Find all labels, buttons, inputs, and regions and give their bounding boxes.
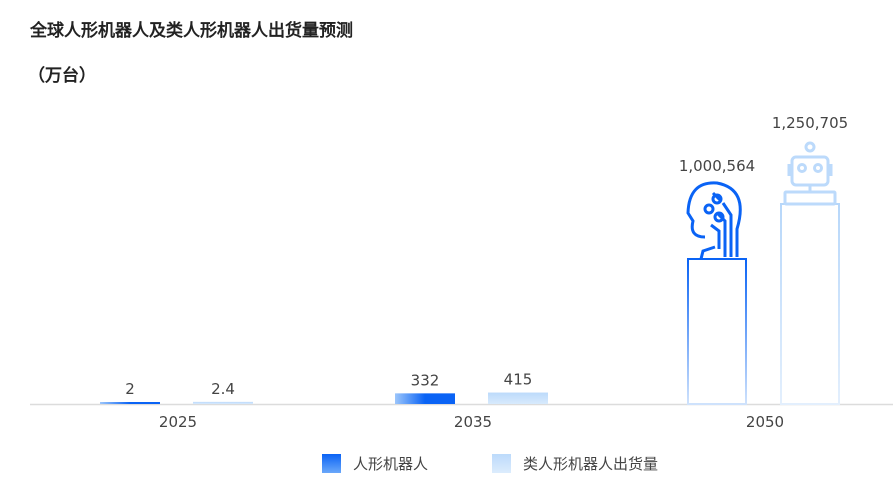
- data-label: 2.4: [211, 380, 235, 398]
- legend-item: 人形机器人: [322, 453, 428, 474]
- legend-swatch: [492, 454, 512, 473]
- data-label: 332: [411, 371, 440, 389]
- humanoid-head-icon: [686, 181, 742, 260]
- legend-label: 人形机器人: [353, 455, 429, 473]
- data-label: 2: [125, 380, 135, 398]
- x-tick-label: 2025: [159, 413, 197, 431]
- legend-item: 类人形机器人出货量: [492, 453, 658, 474]
- data-label: 415: [504, 371, 533, 389]
- bar: [488, 392, 548, 404]
- x-tick-label: 2035: [454, 413, 492, 431]
- robot-icon: [783, 141, 837, 206]
- data-label: 1,250,705: [772, 114, 848, 132]
- legend-label: 类人形机器人出货量: [523, 455, 659, 473]
- data-label: 1,000,564: [679, 157, 755, 175]
- bar: [687, 258, 747, 405]
- x-tick-label: 2050: [746, 413, 784, 431]
- chart-title: 全球人形机器人及类人形机器人出货量预测: [30, 21, 353, 41]
- legend-swatch: [322, 454, 341, 473]
- unit-label: （万台）: [28, 66, 96, 86]
- bar: [100, 402, 160, 404]
- bar: [193, 401, 253, 404]
- legend: 人形机器人 类人形机器人出货量: [322, 453, 658, 474]
- bar: [395, 393, 455, 404]
- bar: [780, 203, 840, 405]
